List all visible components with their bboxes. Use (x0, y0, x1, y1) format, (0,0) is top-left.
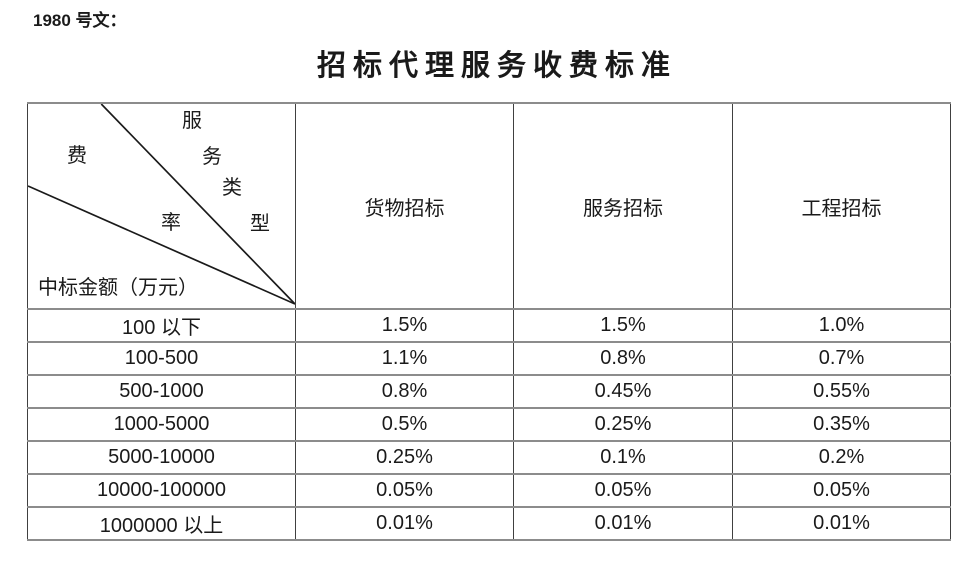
fee-rate-cell: 0.05% (732, 473, 951, 508)
table-row: 1000-5000 0.5% 0.25% 0.35% (27, 407, 951, 442)
amount-range-cell: 1000000 以上 (27, 506, 296, 541)
diagonal-corner-cell: 费 服 务 类 率 型 中标金额（万元） (27, 102, 296, 310)
corner-label-service-type: 服 (182, 110, 202, 132)
corner-label-fee: 费 (67, 145, 87, 167)
corner-label-service-type: 类 (222, 177, 242, 199)
table-row: 100 以下 1.5% 1.5% 1.0% (27, 308, 951, 343)
amount-range-cell: 100 以下 (27, 308, 296, 343)
column-header-goods-bidding: 货物招标 (295, 102, 514, 310)
table-row: 500-1000 0.8% 0.45% 0.55% (27, 374, 951, 409)
table-row: 10000-100000 0.05% 0.05% 0.05% (27, 473, 951, 508)
fee-rate-cell: 0.01% (732, 506, 951, 541)
fee-rate-cell: 0.1% (513, 440, 733, 475)
column-header-engineering-bidding: 工程招标 (732, 102, 951, 310)
table-row: 100-500 1.1% 0.8% 0.7% (27, 341, 951, 376)
fee-rate-cell: 0.35% (732, 407, 951, 442)
fee-rate-cell: 0.45% (513, 374, 733, 409)
corner-label-rate: 率 (161, 212, 181, 234)
amount-range-cell: 100-500 (27, 341, 296, 376)
amount-range-cell: 10000-100000 (27, 473, 296, 508)
corner-label-service-type: 务 (202, 146, 222, 168)
amount-range-cell: 1000-5000 (27, 407, 296, 442)
fee-rate-cell: 0.8% (295, 374, 514, 409)
table-header-row: 费 服 务 类 率 型 中标金额（万元） 货物招标 服务招标 工程招标 (27, 102, 951, 310)
table-row: 5000-10000 0.25% 0.1% 0.2% (27, 440, 951, 475)
document-number-label: 1980 号文： (33, 11, 127, 30)
diagonal-corner-content: 费 服 务 类 率 型 中标金额（万元） (28, 104, 295, 308)
fee-rate-cell: 0.55% (732, 374, 951, 409)
corner-label-service-type: 型 (250, 213, 270, 235)
row-axis-label: 中标金额（万元） (38, 277, 198, 299)
fee-rate-cell: 0.7% (732, 341, 951, 376)
fee-rate-cell: 0.05% (295, 473, 514, 508)
amount-range-cell: 500-1000 (27, 374, 296, 409)
fee-rate-cell: 1.5% (295, 308, 514, 343)
fee-rate-cell: 0.2% (732, 440, 951, 475)
fee-rate-cell: 0.25% (295, 440, 514, 475)
fee-rate-cell: 1.5% (513, 308, 733, 343)
fee-rate-cell: 0.8% (513, 341, 733, 376)
fee-rate-cell: 1.0% (732, 308, 951, 343)
amount-range-cell: 5000-10000 (27, 440, 296, 475)
table-row: 1000000 以上 0.01% 0.01% 0.01% (27, 506, 951, 541)
column-header-service-bidding: 服务招标 (513, 102, 733, 310)
fee-standard-table: 费 服 务 类 率 型 中标金额（万元） 货物招标 服务招标 工程招标 100 … (27, 102, 951, 541)
fee-rate-cell: 1.1% (295, 341, 514, 376)
fee-rate-cell: 0.01% (513, 506, 733, 541)
fee-rate-cell: 0.5% (295, 407, 514, 442)
fee-rate-cell: 0.01% (295, 506, 514, 541)
diagonal-divider-lines (28, 104, 295, 305)
fee-rate-cell: 0.25% (513, 407, 733, 442)
page-title: 招标代理服务收费标准 (316, 50, 677, 82)
fee-rate-cell: 0.05% (513, 473, 733, 508)
